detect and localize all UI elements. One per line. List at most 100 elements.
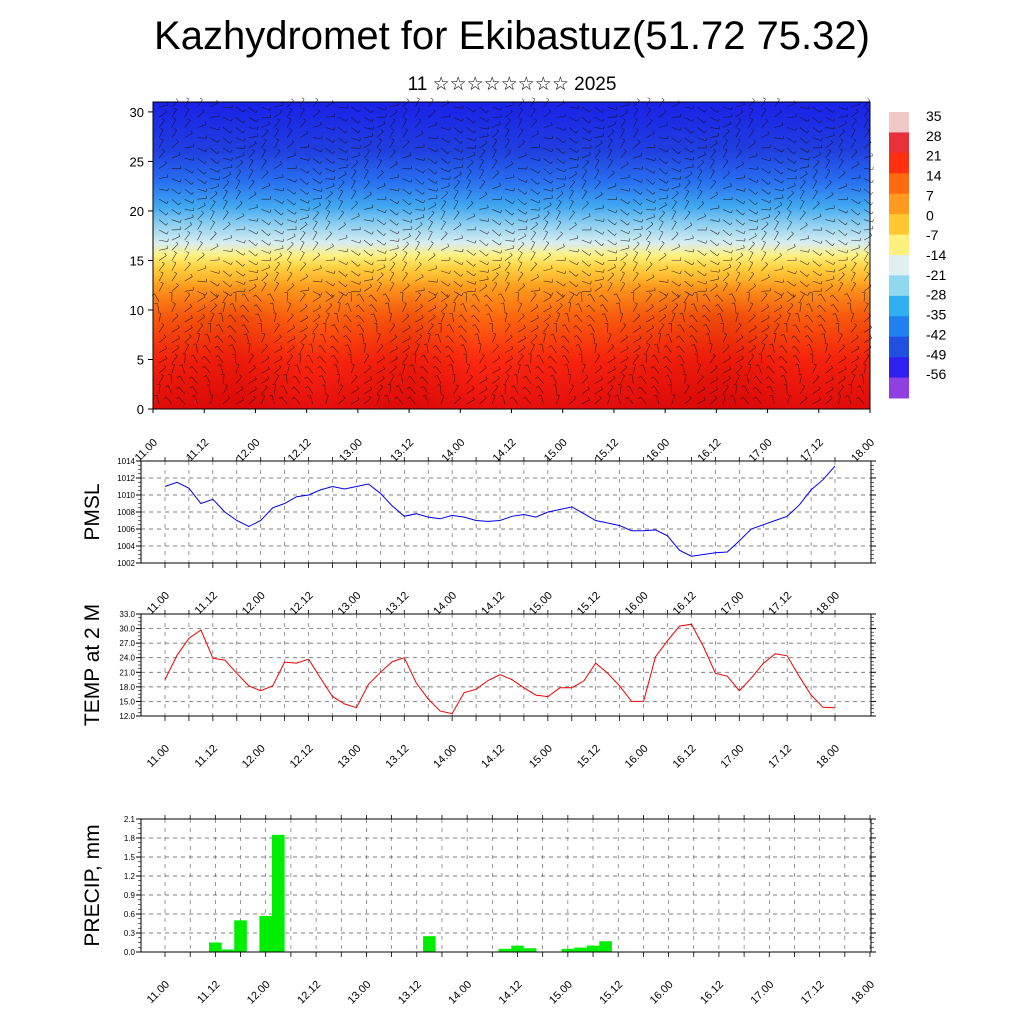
x-tick-label: 12.12 [288,743,316,771]
plot-frame [140,613,872,717]
y-tick-label: 1006 [117,525,135,534]
precip-bar [574,947,587,952]
precip-bar [498,948,512,952]
colorbar-swatch [889,132,909,154]
x-tick-label: 13.00 [346,979,374,1007]
x-tick-label: 15.00 [547,979,575,1007]
x-tick-label: 17.00 [747,437,775,465]
x-tick-label: 11.12 [193,590,220,617]
precip-bar [272,834,285,952]
x-tick-label: 15.12 [575,590,603,618]
x-tick-label: 12.00 [240,743,268,771]
y-tick-label: 1.5 [124,853,136,862]
precip-bar [221,949,235,952]
chart-subtitle: 11 ☆☆☆☆☆☆☆☆ 2025 [407,74,617,95]
x-tick-label: 18.00 [849,979,877,1007]
y-tick-label: 30.0 [119,625,135,634]
x-tick-label: 14.12 [479,743,507,771]
precip-bar [423,936,436,952]
x-tick-label: 11.12 [195,979,222,1006]
x-tick-label: 13.00 [336,743,364,771]
x-tick-label: 11.00 [145,590,172,617]
colorbar-label: -35 [926,307,946,323]
x-tick-label: 13.00 [336,590,364,618]
x-tick-label: 16.12 [698,979,726,1007]
x-tick-label: 13.12 [396,979,424,1007]
colorbar-swatch [889,357,909,379]
y-tick-label: 10 [130,303,144,318]
y-tick-label: 1.2 [124,872,136,881]
x-tick-label: 16.00 [623,743,651,771]
colorbar-label: 0 [926,207,934,223]
x-tick-label: 17.00 [748,979,776,1007]
pmsl-panel: 1002 1004 1006 1008 1010 1012 1014 11.00 11.12 12… [81,457,876,618]
pmsl-series-line [164,465,836,557]
y-axis-label: PRECIP, mm [81,824,104,946]
precip-bar [599,941,612,952]
precip-bar [209,942,222,952]
x-tick-label: 17.12 [798,437,826,465]
y-tick-label: 1014 [117,457,135,466]
y-axis-label: TEMP at 2 M [81,604,104,726]
colorbar-label: -42 [926,326,946,342]
x-tick-label: 16.00 [644,437,672,465]
colorbar-swatch [889,193,909,215]
colorbar-label: 28 [926,128,942,144]
x-tick-label: 13.12 [383,743,411,771]
y-tick-label: 27.0 [119,639,135,648]
y-tick-label: 0.0 [124,948,136,957]
colorbar-label: -7 [926,227,939,243]
precip-bar [523,948,537,952]
plot-frame [140,460,872,564]
x-tick-label: 15.12 [597,979,625,1007]
y-tick-label: 0.3 [124,929,136,938]
precip-bar [586,945,600,952]
colorbar-swatch [889,173,909,195]
y-tick-label: 0 [137,402,144,417]
x-tick-label: 16.12 [671,590,699,618]
colorbar-swatch [889,112,909,133]
y-axis-label: PMSL [81,483,104,540]
y-tick-label: 25 [130,154,144,169]
x-tick-label: 11.00 [145,743,172,770]
colorbar-label: -21 [926,267,946,283]
x-tick-label: 17.00 [718,590,746,618]
y-tick-label: 15 [130,253,144,268]
y-tick-label: 0.9 [124,891,136,900]
colorbar-swatch [889,152,909,174]
x-tick-label: 15.00 [542,437,570,465]
plot-frame [140,818,872,953]
x-tick-label: 14.12 [497,979,525,1007]
x-tick-label: 12.12 [288,590,316,618]
y-tick-label: 33.0 [119,610,135,619]
y-tick-label: 1004 [117,542,135,551]
y-tick-label: 20 [130,204,144,219]
y-tick-label: 1010 [117,491,135,500]
y-tick-label: 0.6 [124,910,136,919]
y-tick-label: 1002 [117,559,135,568]
x-tick-label: 17.12 [799,979,827,1007]
precip-bar [234,920,247,952]
x-tick-label: 15.00 [527,590,555,618]
x-tick-label: 17.00 [718,743,746,771]
colorbar-swatch [889,377,909,399]
colorbar-label: -56 [926,366,946,382]
x-tick-label: 16.00 [648,979,676,1007]
x-tick-label: 18.00 [849,437,877,465]
x-tick-label: 16.00 [623,590,651,618]
colorbar-swatch [889,316,909,338]
colorbar-swatch [889,234,909,256]
x-tick-label: 11.00 [133,437,160,464]
wind-barbs [151,97,874,405]
x-tick-label: 18.00 [814,743,842,771]
x-tick-label: 13.12 [388,437,416,465]
y-tick-label: 30 [130,105,144,120]
colorbar-label: -28 [926,287,946,303]
x-tick-label: 14.00 [446,979,474,1007]
y-tick-label: 21.0 [119,668,135,677]
x-tick-label: 12.00 [235,437,263,465]
x-tick-label: 11.12 [184,437,211,464]
precip-bar [511,945,524,952]
